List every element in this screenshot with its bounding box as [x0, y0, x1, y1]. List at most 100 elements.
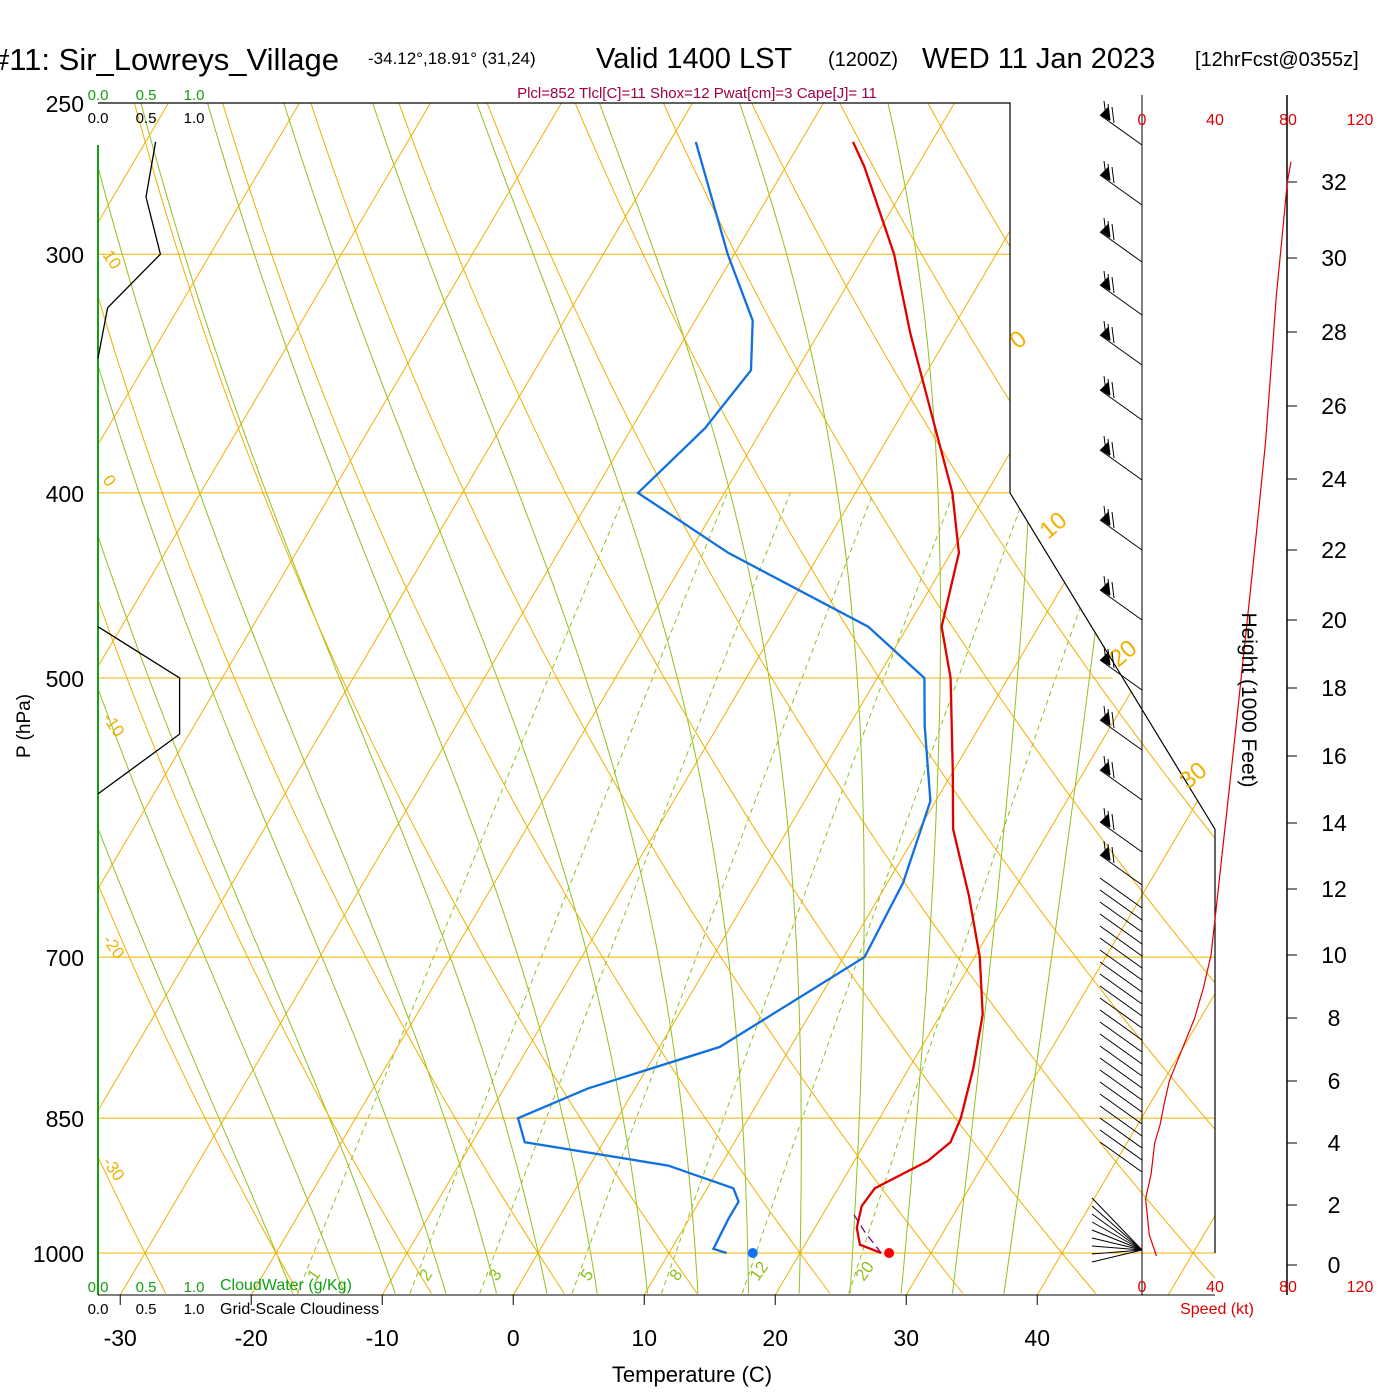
- y-axis-label: P (hPa): [14, 694, 35, 758]
- moist-adiabat-line: [98, 103, 396, 1294]
- x-axis-label: Temperature (C): [612, 1362, 772, 1387]
- wind-barb-flag: [1100, 442, 1110, 456]
- dry-adiabats: [98, 103, 1215, 1294]
- cloudwater-tick-bottom-1: 0.5: [136, 1279, 157, 1296]
- wind-barb-feather: [1107, 708, 1111, 726]
- speed-tick-bottom-3: 120: [1347, 1279, 1374, 1296]
- moist-adiabats: [98, 103, 1148, 1294]
- cloudwater-tick-bottom-0: 0.0: [88, 1279, 109, 1296]
- temperature-tick-label: -20: [235, 1325, 268, 1351]
- speed-tick-top-3: 120: [1347, 112, 1374, 129]
- dry-adiabat-line: [212, 103, 831, 1294]
- wind-barb-staff: [1099, 877, 1143, 909]
- moist-adiabat-line: [952, 103, 1035, 1294]
- wind-barb-staff: [1099, 334, 1143, 366]
- dewpoint-profile: [516, 141, 932, 1255]
- mixing-ratio-line: [571, 492, 874, 1294]
- stability-indices: Plcl=852 Tlcl[C]=11 Shox=12 Pwat[cm]=3 C…: [517, 85, 877, 102]
- wind-barb-feather: [1111, 813, 1115, 831]
- wind-barb-staff: [1099, 174, 1143, 206]
- wind-barb-staff: [1099, 1045, 1143, 1077]
- wind-barb-flag: [1100, 712, 1110, 726]
- mixing-ratio-line: [741, 492, 1027, 1294]
- cloudiness-label: Grid-Scale Cloudiness: [220, 1301, 379, 1318]
- wind-barb-staff: [1099, 114, 1143, 146]
- moist-adiabat-line: [98, 103, 294, 1294]
- height-tick-label: 6: [1328, 1068, 1341, 1094]
- wind-barb-staff: [1091, 1229, 1143, 1251]
- wind-barb-feather: [1103, 705, 1107, 723]
- dry-adiabat-line: [98, 103, 432, 1294]
- height-tick-label: 0: [1328, 1252, 1341, 1278]
- parcel-path: [853, 1214, 882, 1254]
- wind-barb-flag: [1100, 814, 1110, 828]
- wind-barb-staff: [1091, 1197, 1143, 1251]
- moist-adiabat-line: [464, 103, 749, 1294]
- temperature-tick-label: 30: [893, 1325, 919, 1351]
- cloudiness-tick-top-2: 1.0: [184, 110, 205, 127]
- wind-barb-staff: [1099, 1105, 1143, 1137]
- cloudwater-tick-top-0: 0.0: [88, 87, 109, 104]
- wind-barb-flag: [1100, 847, 1110, 861]
- speed-tick-top-2: 80: [1279, 112, 1297, 129]
- dry-adiabat-line: [560, 103, 1215, 1294]
- wind-barb-staff: [1099, 1033, 1143, 1065]
- wind-speed-profile: [1144, 161, 1292, 1257]
- cloudiness-tick-bottom-2: 1.0: [184, 1301, 205, 1318]
- wind-barb-staff: [1099, 231, 1143, 263]
- wind-barb-feather: [1103, 645, 1107, 663]
- isotherm-label: 10: [1035, 507, 1073, 545]
- wind-barb-feather: [1111, 223, 1115, 241]
- dry-adiabat-label: 0: [99, 471, 120, 490]
- wind-barb-staff: [1099, 389, 1143, 421]
- wind-barb-staff: [1099, 997, 1143, 1029]
- valid-time: Valid 1400 LST: [596, 43, 792, 75]
- dry-adiabat-line: [98, 103, 167, 1294]
- wind-barb-flag: [1100, 224, 1110, 238]
- wind-barb-staff: [1099, 949, 1143, 981]
- wind-barb-flag: [1100, 327, 1110, 341]
- wind-barb-staff: [1091, 1245, 1143, 1251]
- moist-adiabat-line: [197, 103, 598, 1294]
- wind-barb-feather: [1103, 575, 1107, 593]
- isobars: [98, 102, 1215, 1254]
- mixing-ratio-labels: 1 2 3 5 8 12 20: [303, 1258, 878, 1284]
- isotherm-line: [643, 103, 1215, 1295]
- isotherm-line: [512, 103, 1215, 1295]
- wind-barb-staff: [1099, 1117, 1143, 1149]
- isotherm-line: [1036, 103, 1215, 1295]
- wind-barb-staff: [1099, 1141, 1143, 1173]
- height-tick-label: 30: [1321, 245, 1347, 271]
- height-tick-label: 24: [1321, 466, 1347, 492]
- wind-barb-staff: [1091, 1205, 1143, 1251]
- isotherm-label: 30: [1175, 757, 1213, 795]
- mixing-ratio-label: 8: [665, 1266, 686, 1285]
- wind-barb-staff: [1099, 1081, 1143, 1113]
- mixing-ratio-label: 12: [746, 1258, 772, 1284]
- height-axis-label: Height (1000 Feet): [1237, 612, 1260, 787]
- dry-adiabat-labels: 100-10-20-30: [99, 246, 129, 1184]
- wind-barb-staff: [1099, 1069, 1143, 1101]
- height-tick-label: 4: [1328, 1130, 1341, 1156]
- wind-barb-staff: [1091, 1221, 1143, 1251]
- temperature-profile: [851, 141, 984, 1255]
- isotherm-line: [1299, 103, 1400, 1295]
- height-tick-label: 8: [1328, 1005, 1341, 1031]
- isotherm-line: [98, 103, 300, 1295]
- dry-adiabat-line: [98, 103, 565, 1294]
- moist-adiabat-line: [98, 103, 345, 1294]
- pressure-tick-label: 300: [46, 242, 84, 268]
- wind-barb-feather: [1107, 220, 1111, 238]
- wind-barbs: [1091, 100, 1143, 1263]
- wind-barb-feather: [1111, 711, 1115, 729]
- wind-barb-staff: [1099, 284, 1143, 316]
- utc-time: (1200Z): [828, 49, 898, 71]
- wind-barb-staff: [1091, 1249, 1143, 1263]
- dry-adiabat-label: -20: [99, 931, 129, 962]
- moist-adiabat-line: [1003, 103, 1148, 1294]
- mixing-ratio-line: [848, 492, 1121, 1294]
- isotherm-line: [774, 103, 1215, 1295]
- wind-barb-staff: [1091, 1213, 1143, 1251]
- wind-barb-feather: [1111, 846, 1115, 864]
